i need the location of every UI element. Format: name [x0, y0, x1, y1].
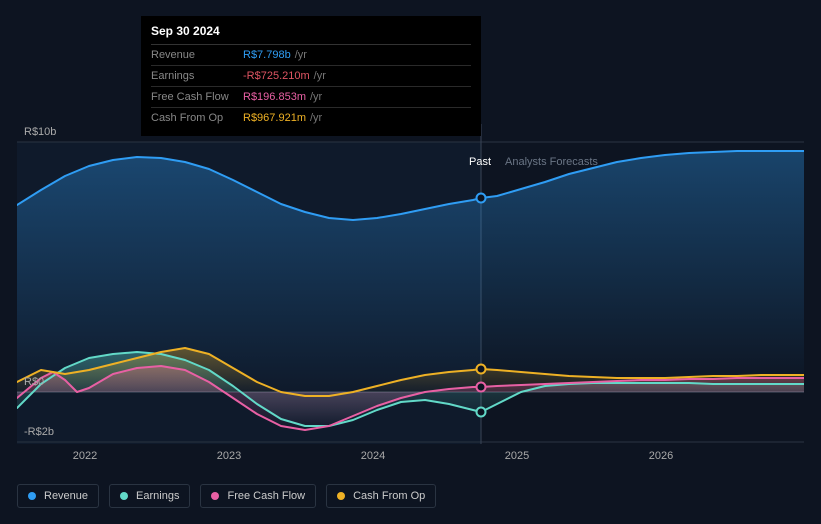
tooltip-metric-label: Revenue [151, 49, 243, 61]
chart-legend: Revenue Earnings Free Cash Flow Cash From O… [17, 484, 436, 508]
tooltip-row: RevenueR$7.798b/yr [151, 45, 471, 66]
section-label-past: Past [469, 156, 491, 168]
earnings-chart [17, 124, 804, 444]
legend-label: Revenue [44, 490, 88, 502]
x-axis-label: 2024 [361, 450, 385, 462]
legend-item[interactable]: Free Cash Flow [200, 484, 316, 508]
tooltip-metric-suffix: /yr [314, 70, 326, 82]
legend-label: Free Cash Flow [227, 490, 305, 502]
tooltip-metric-label: Earnings [151, 70, 243, 82]
legend-dot-icon [337, 492, 345, 500]
legend-item[interactable]: Earnings [109, 484, 190, 508]
tooltip-metric-suffix: /yr [310, 112, 322, 124]
tooltip-row: Free Cash FlowR$196.853m/yr [151, 87, 471, 108]
legend-dot-icon [28, 492, 36, 500]
x-axis-label: 2026 [649, 450, 673, 462]
tooltip-metric-suffix: /yr [310, 91, 322, 103]
x-axis: 2022 2023 2024 2025 2026 [17, 450, 804, 466]
x-axis-label: 2023 [217, 450, 241, 462]
tooltip-date: Sep 30 2024 [151, 24, 471, 45]
section-label-forecast: Analysts Forecasts [505, 156, 598, 168]
tooltip-metric-value: -R$725.210m [243, 70, 310, 82]
legend-item[interactable]: Cash From Op [326, 484, 436, 508]
y-axis-label: R$10b [24, 126, 56, 138]
tooltip-metric-value: R$7.798b [243, 49, 291, 61]
chart-svg [17, 124, 804, 444]
tooltip-metric-label: Cash From Op [151, 112, 243, 124]
tooltip-row: Cash From OpR$967.921m/yr [151, 108, 471, 128]
legend-dot-icon [120, 492, 128, 500]
x-axis-label: 2025 [505, 450, 529, 462]
chart-tooltip: Sep 30 2024 RevenueR$7.798b/yrEarnings-R… [141, 16, 481, 136]
legend-label: Cash From Op [353, 490, 425, 502]
tooltip-metric-value: R$967.921m [243, 112, 306, 124]
y-axis-label: -R$2b [24, 426, 54, 438]
tooltip-metric-suffix: /yr [295, 49, 307, 61]
y-axis-label: R$0 [24, 376, 44, 388]
legend-label: Earnings [136, 490, 179, 502]
tooltip-row: Earnings-R$725.210m/yr [151, 66, 471, 87]
legend-item[interactable]: Revenue [17, 484, 99, 508]
tooltip-metric-label: Free Cash Flow [151, 91, 243, 103]
tooltip-metric-value: R$196.853m [243, 91, 306, 103]
legend-dot-icon [211, 492, 219, 500]
x-axis-label: 2022 [73, 450, 97, 462]
